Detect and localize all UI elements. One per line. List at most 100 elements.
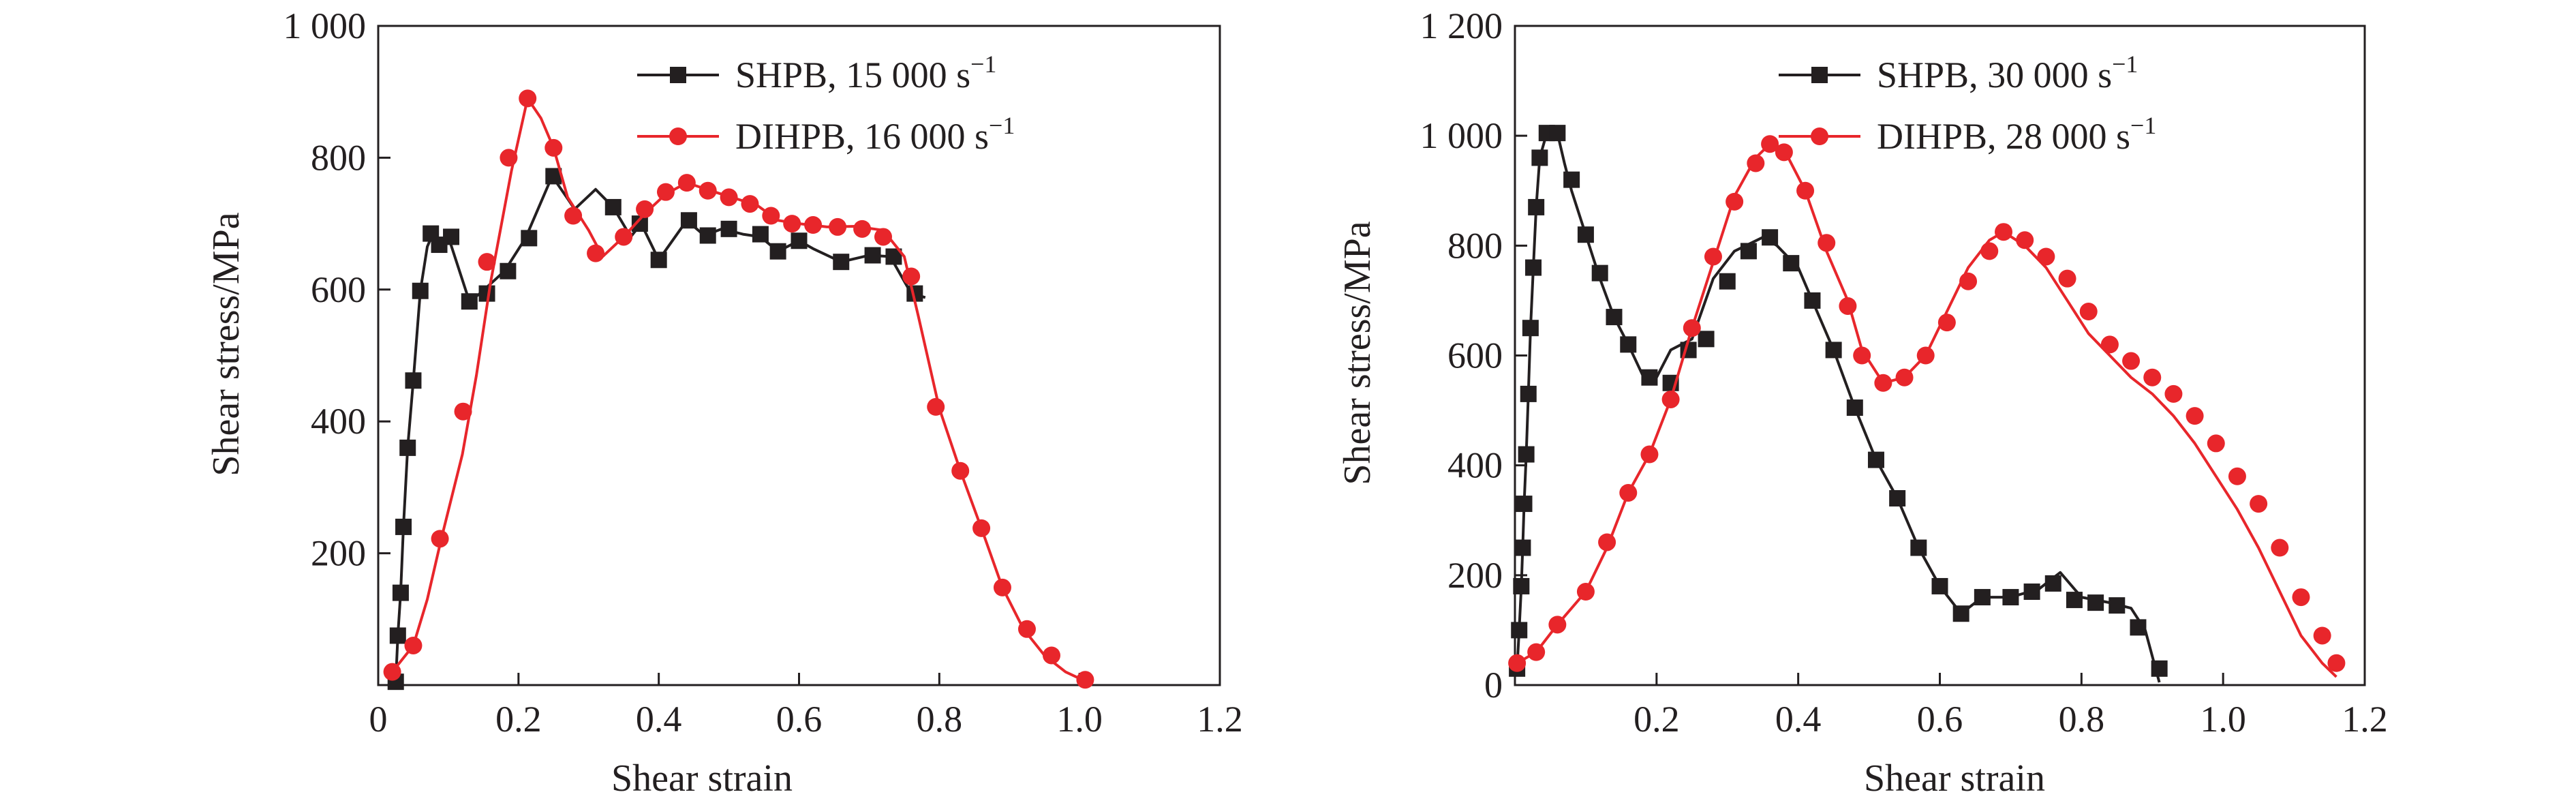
data-point-square [2130,619,2147,636]
data-point-circle [2228,467,2246,485]
data-point-square [699,227,716,244]
data-point-square [2066,592,2083,609]
data-point-square [395,518,412,535]
x-tick-label: 0.4 [636,699,682,740]
chart-right: 0.2 0.4 0.6 0.8 1.0 1.2 0 200 400 600 800 1 000 1 20… [1336,5,2388,800]
data-point-circle [1839,297,1857,315]
data-point-circle [2207,434,2225,453]
data-point-square [1514,539,1531,556]
data-point-circle [1853,346,1871,365]
data-point-square [1952,605,1969,622]
series-dihpb [1508,135,2346,678]
data-point-circle [1895,368,1914,387]
data-point-square [443,228,460,245]
data-point-circle [1598,533,1616,551]
axes-left: 0 0.2 0.4 0.6 0.8 1.0 1.2 200 400 600 800 1 000 [283,5,1243,740]
data-point-circle [1937,314,1956,332]
data-point-square [1762,229,1779,246]
data-point-circle [1818,234,1836,252]
data-point-circle [2250,495,2268,513]
data-point-square [405,372,422,389]
data-point-circle [1527,643,1546,661]
y-tick-label: 1 200 [1420,5,1503,46]
x-tick-label: 0.2 [495,699,542,740]
y-axis-label-left: Shear stress/MPa [205,212,247,476]
data-point-circle [545,138,563,157]
data-point-square [1620,336,1637,353]
series-shpb [1509,125,2168,683]
legend-right: SHPB, 30 000 s−1 DIHPB, 28 000 s−1 [1779,50,2156,157]
data-point-square [392,584,409,601]
data-point-square [1563,171,1580,188]
data-point-circle [1916,346,1935,365]
data-point-circle [500,149,518,167]
data-point-circle [2058,269,2076,288]
data-point-circle [2327,654,2346,672]
data-point-square [2151,660,2168,677]
data-point-circle [762,207,780,225]
legend-label-superscript: −1 [2130,112,2156,139]
x-axis-label-right: Shear strain [1864,757,2045,800]
data-point-square [1577,226,1594,243]
data-point-circle [1576,583,1595,601]
legend-label-superscript: −1 [970,50,996,78]
data-point-circle [972,519,991,537]
data-point-square [1520,385,1537,402]
data-point-circle [656,183,675,201]
data-point-circle [1683,319,1701,337]
legend-label: DIHPB, 28 000 s−1 [1877,112,2156,157]
y-tick-label: 1 000 [1420,115,1503,156]
data-point-square [1931,577,1948,594]
x-tick-label: 1.0 [1056,699,1103,740]
x-axis-label-left: Shear strain [611,757,793,800]
y-tick-label: 800 [311,137,366,178]
data-point-circle [2313,626,2331,645]
data-point-circle [2100,335,2119,354]
data-point-square [2044,575,2061,592]
series-layer-right [1508,125,2346,683]
data-point-square [389,627,406,644]
data-point-square [1528,198,1545,215]
legend-entry: SHPB, 30 000 s−1 [1779,50,2138,95]
data-point-circle [874,228,892,246]
data-point-circle [951,461,970,480]
data-point-circle [1761,135,1779,153]
legend-marker-square [1811,67,1828,83]
data-point-circle [1995,223,2013,241]
data-point-circle [2271,539,2289,557]
data-point-square [1740,243,1757,260]
data-point-square [521,230,538,247]
y-tick-label: 1 000 [283,5,367,46]
data-point-circle [783,215,801,233]
data-point-circle [431,530,449,548]
legend-label: SHPB, 30 000 s−1 [1877,50,2138,95]
data-point-square [833,254,850,271]
legend-label-superscript: −1 [989,112,1015,139]
data-point-circle [1661,390,1680,408]
data-point-circle [804,216,823,234]
data-point-square [2087,594,2104,611]
x-tick-label: 0.4 [1775,699,1822,740]
data-point-circle [1980,242,1999,260]
data-point-square [1783,255,1800,272]
legend-marker-square [670,67,686,83]
data-point-circle [404,636,423,654]
data-point-square [1549,125,1566,142]
data-point-circle [1076,671,1094,689]
series-layer-left [383,89,1094,691]
series-line [391,97,1088,684]
data-point-circle [1043,646,1060,665]
data-point-square [1511,622,1528,639]
data-point-circle [636,200,654,218]
legend-left: SHPB, 15 000 s−1 DIHPB, 16 000 s−1 [637,50,1015,157]
data-point-circle [454,402,472,421]
data-point-square [720,220,737,237]
data-point-square [412,282,429,299]
y-axis-label-right: Shear stress/MPa [1336,221,1379,485]
data-point-circle [2292,588,2310,607]
data-point-circle [741,195,759,213]
data-point-square [1531,149,1548,166]
x-tick-label: 0 [369,699,388,740]
data-point-circle [564,207,583,225]
